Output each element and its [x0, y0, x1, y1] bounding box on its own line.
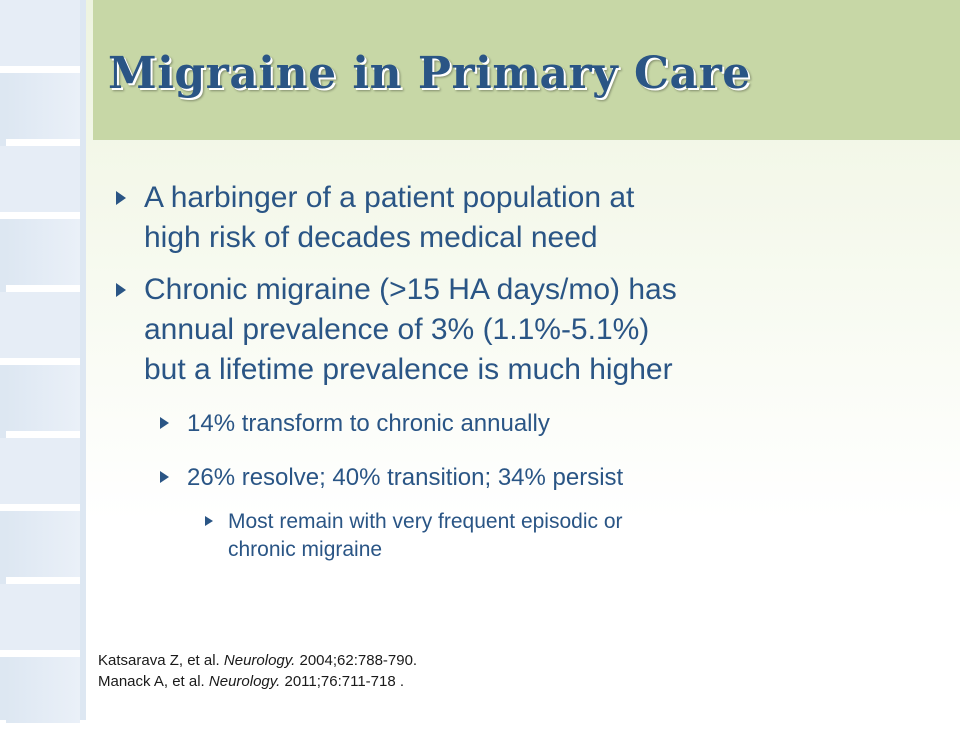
decorative-tile	[6, 511, 80, 584]
decorative-tile	[0, 584, 80, 657]
reference-journal: Neurology.	[223, 652, 296, 669]
bullet-item: Chronic migraine (>15 HA days/mo) has an…	[110, 270, 910, 390]
sub-bullet-text: 14% transform to chronic annually	[187, 410, 550, 437]
triangle-bullet-icon	[205, 516, 213, 526]
decorative-tile	[6, 219, 80, 292]
left-decorative-strip	[0, 0, 86, 730]
decorative-tile	[0, 292, 80, 365]
sub-bullet-text: 26% resolve; 40% transition; 34% persist	[187, 464, 624, 491]
decorative-tile	[6, 657, 80, 730]
decorative-tile	[0, 438, 80, 511]
bullet-line: Chronic migraine (>15 HA days/mo) has	[144, 273, 677, 306]
bullet-line: but a lifetime prevalence is much higher	[144, 353, 673, 386]
bullet-list: A harbinger of a patient population at h…	[110, 178, 910, 564]
title-band	[93, 0, 960, 140]
slide-title: Migraine in Primary Care	[108, 48, 751, 99]
reference-line: Katsarava Z, et al. Neurology. 2004;62:7…	[98, 650, 417, 671]
sub-sub-bullet-line: Most remain with very frequent episodic …	[228, 510, 623, 533]
triangle-bullet-icon	[116, 191, 126, 205]
sub-sub-bullet-line: chronic migraine	[228, 538, 383, 561]
reference-line: Manack A, et al. Neurology. 2011;76:711-…	[98, 671, 417, 692]
decorative-tile	[0, 146, 80, 219]
reference-details: 2011;76:711-718 .	[280, 673, 405, 690]
sub-bullet-item: 14% transform to chronic annually	[110, 408, 910, 440]
triangle-bullet-icon	[160, 471, 169, 483]
sub-bullet-item: 26% resolve; 40% transition; 34% persist	[110, 462, 910, 494]
reference-details: 2004;62:788-790.	[295, 652, 418, 669]
references: Katsarava Z, et al. Neurology. 2004;62:7…	[98, 650, 417, 692]
bullet-line: high risk of decades medical need	[144, 221, 598, 254]
bullet-line: A harbinger of a patient population at	[144, 181, 635, 214]
reference-journal: Neurology.	[208, 673, 281, 690]
triangle-bullet-icon	[160, 417, 169, 429]
decorative-tile	[0, 0, 80, 73]
bullet-item: A harbinger of a patient population at h…	[110, 178, 910, 258]
triangle-bullet-icon	[116, 283, 126, 297]
sub-sub-bullet-item: Most remain with very frequent episodic …	[110, 508, 818, 564]
reference-authors: Manack A, et al.	[98, 673, 209, 690]
decorative-tile	[6, 365, 80, 438]
bullet-line: annual prevalence of 3% (1.1%-5.1%)	[144, 313, 650, 346]
decorative-tile	[6, 73, 80, 146]
reference-authors: Katsarava Z, et al.	[98, 652, 224, 669]
